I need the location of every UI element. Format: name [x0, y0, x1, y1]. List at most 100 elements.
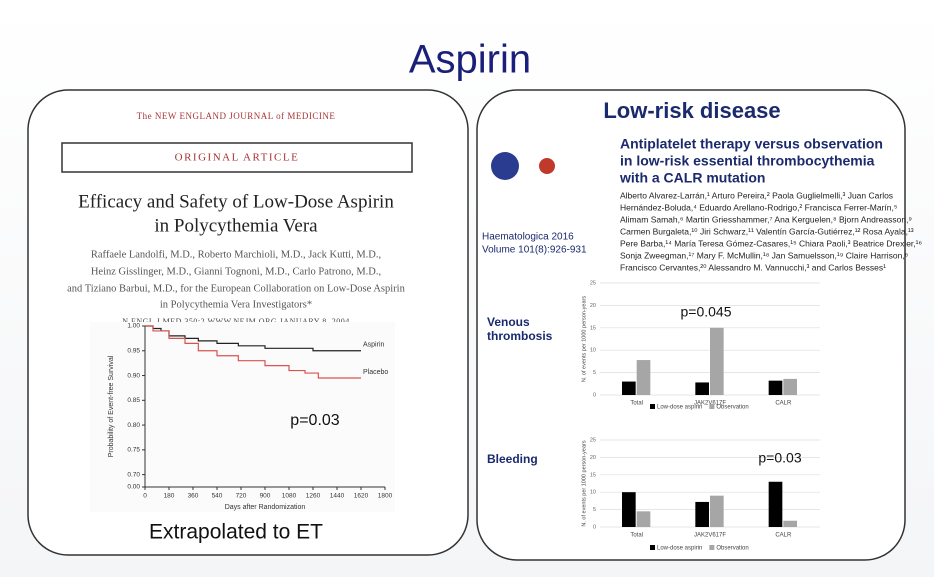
slide-title: Aspirin [409, 38, 531, 82]
bar [622, 381, 636, 395]
y-tick-label: 5 [593, 370, 596, 376]
series-label: Aspirin [363, 342, 385, 349]
legend-label: Observation [716, 546, 748, 552]
citation: N ENGL J MED 350;2 WWW.NEJM.ORG JANUARY … [122, 317, 350, 326]
article-title: Efficacy and Safety of Low-Dose Aspirin [78, 191, 394, 212]
heading-box [560, 94, 830, 128]
y-tick-label: 15 [590, 325, 596, 331]
legend-label: Low-dose aspirin [657, 546, 702, 552]
x-tick-label: 360 [188, 493, 199, 500]
journal-name: The NEW ENGLAND JOURNAL of MEDICINE [137, 111, 336, 121]
x-tick-label: 1620 [354, 493, 369, 500]
x-tick-label: Total [630, 401, 643, 407]
y-tick-label: 0.80 [127, 422, 140, 429]
x-tick-label: 1080 [282, 493, 297, 500]
x-tick-label: CALR [775, 533, 792, 539]
annotation: p=0.03 [758, 450, 801, 466]
authors: in Polycythemia Vera Investigators* [160, 299, 312, 310]
y-axis-title: N. of events per 1000 person-years [581, 440, 587, 526]
y-tick-label: 0.90 [127, 372, 140, 379]
bar [695, 501, 709, 527]
x-tick-label: Total [630, 533, 643, 539]
x-tick-label: 180 [164, 493, 175, 500]
y-tick-label: 10 [590, 490, 596, 496]
bar [636, 511, 651, 527]
legend-label: Observation [716, 405, 748, 411]
authors: Raffaele Landolfi, M.D., Roberto Marchio… [91, 249, 381, 260]
authors: Alimam Samah,⁶ Martin Griesshammer,⁷ Ana… [620, 214, 912, 224]
volume: Volume 101(8):926-931 [482, 245, 587, 256]
paper-title: with a CALR mutation [619, 170, 765, 186]
authors: Carmen Burgaleta,¹⁰ Jiri Schwarz,¹¹ Vale… [620, 226, 914, 236]
y-axis-title: N. of events per 1000 person-years [581, 296, 587, 382]
series-label: Placebo [363, 369, 388, 376]
legend-swatch [709, 404, 715, 409]
y-tick-label: 0.00 [127, 484, 140, 491]
legend-label: Low-dose aspirin [657, 405, 702, 411]
y-tick-label: 15 [590, 472, 596, 478]
authors: Pere Barba,¹⁴ María Teresa Gómez-Casares… [620, 238, 922, 248]
article-title: in Polycythemia Vera [154, 215, 318, 236]
caption: Extrapolated to ET [149, 521, 323, 544]
authors: Alberto Alvarez-Larrán,¹ Arturo Pereira,… [620, 190, 893, 200]
x-tick-label: CALR [775, 401, 792, 407]
authors: Heinz Gisslinger, M.D., Gianni Tognoni, … [91, 266, 381, 277]
bar [710, 327, 724, 395]
y-tick-label: 1.00 [127, 323, 140, 330]
x-tick-label: 0 [143, 493, 147, 500]
article-type-box [61, 142, 413, 173]
paper-title: in low-risk essential thrombocythemia [620, 153, 875, 169]
y-tick-label: 0.75 [127, 447, 140, 454]
x-tick-label: 900 [260, 493, 271, 500]
bar [783, 520, 797, 527]
logo [539, 158, 555, 174]
article-type: ORIGINAL ARTICLE [175, 152, 300, 164]
bar [768, 481, 783, 527]
x-axis-title: Days after Randomization [225, 504, 306, 511]
x-tick-label: 1260 [306, 493, 321, 500]
right-panel [476, 89, 906, 561]
authors: Sonja Zweegman,¹⁷ Mary F. McMullin,¹⁸ Ja… [620, 250, 908, 260]
bar [622, 492, 636, 527]
charts: 0.00 0.70 0.75 0.80 0.85 0.90 0.95 1.00 0 180 360 5… [108, 280, 820, 552]
authors: Hernández-Boluda,⁴ Eduardo Arellano-Rodr… [620, 202, 897, 212]
y-tick-label: 25 [590, 280, 596, 286]
y-tick-label: 5 [593, 507, 596, 513]
bar [695, 382, 709, 395]
row-label: thrombosis [487, 329, 553, 343]
y-tick-label: 10 [590, 348, 596, 354]
figure-bg [90, 322, 395, 512]
bar [783, 378, 797, 395]
y-tick-label: 0.95 [127, 347, 140, 354]
y-tick-label: 0 [593, 392, 596, 398]
y-tick-label: 20 [590, 455, 596, 461]
authors: and Tiziano Barbui, M.D., for the Europe… [67, 283, 405, 294]
annotation: p=0.03 [290, 412, 339, 429]
x-tick-label: JAK2V617F [694, 401, 726, 407]
bar [768, 380, 783, 395]
legend-swatch [709, 545, 715, 550]
logo [491, 152, 519, 180]
y-tick-label: 0.85 [127, 397, 140, 404]
paper-title: Antiplatelet therapy versus observation [620, 136, 883, 152]
heading: Low-risk disease [603, 98, 780, 123]
y-tick-label: 20 [590, 303, 596, 309]
x-tick-label: 720 [236, 493, 247, 500]
survival-curve [145, 325, 361, 379]
x-tick-label: 1440 [330, 493, 345, 500]
journal: Haematologica 2016 [482, 232, 574, 243]
annotation: p=0.045 [681, 304, 732, 320]
row-label: Venous [487, 315, 530, 329]
legend-swatch [650, 404, 655, 409]
y-tick-label: 0 [593, 524, 596, 530]
x-tick-label: 540 [212, 493, 223, 500]
y-tick-label: 25 [590, 437, 596, 443]
y-axis-title: Probability of Event-free Survival [108, 355, 115, 457]
legend-swatch [650, 545, 655, 550]
bar [710, 495, 724, 527]
x-tick-label: 1800 [378, 493, 393, 500]
y-tick-label: 0.70 [127, 471, 140, 478]
row-label: Bleeding [487, 452, 538, 466]
bar [636, 360, 651, 395]
